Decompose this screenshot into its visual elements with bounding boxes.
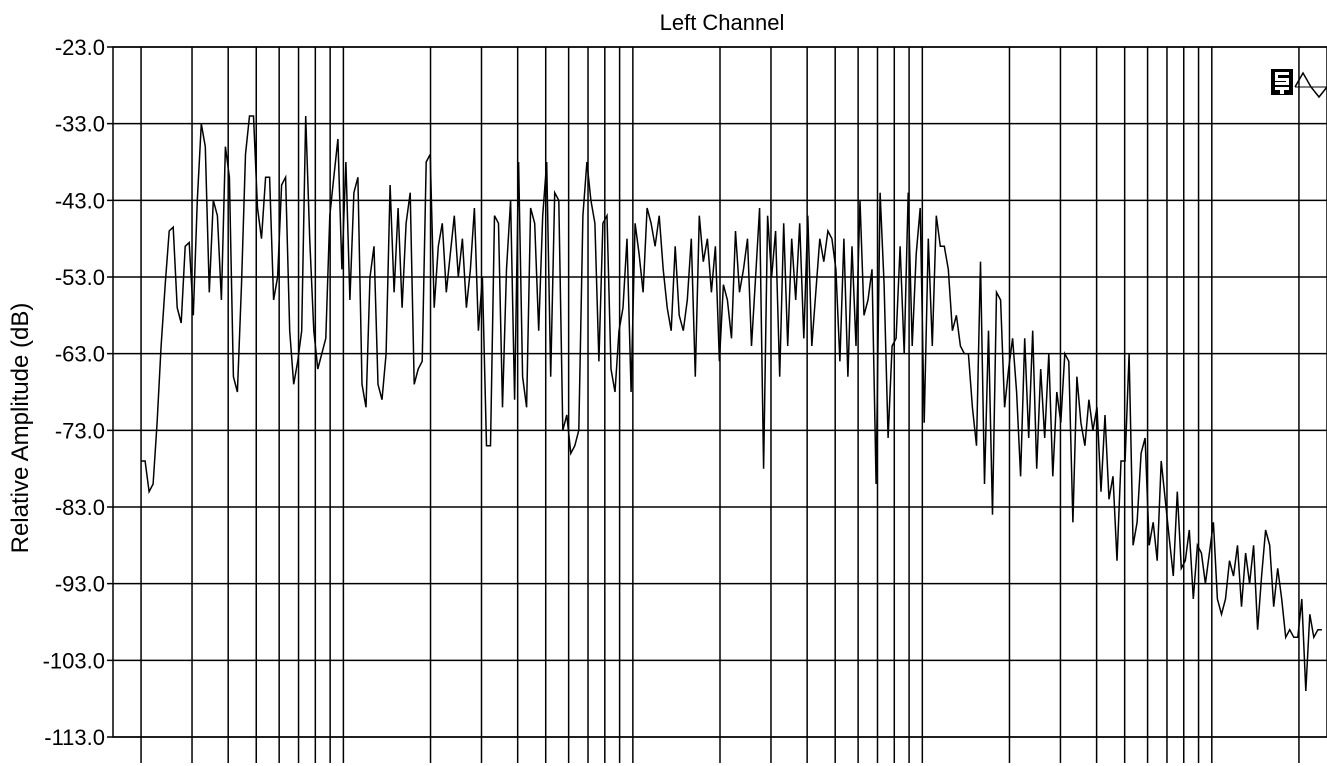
chart-title: Left Channel [660, 10, 785, 35]
plot-frame [112, 46, 1327, 738]
y-tick-label: -103.0 [43, 648, 105, 673]
y-tick-label: -113.0 [44, 725, 105, 750]
vertical-gridlines [140, 47, 1300, 763]
series-line [141, 115, 1322, 692]
st-sine-icon [1271, 69, 1327, 99]
y-axis-ticks: -23.0 -33.0 -43.0 -53.0 -63.0 -73.0 -83.0 -93.0… [43, 35, 105, 750]
y-axis-label: Relative Amplitude (dB) [7, 303, 34, 554]
y-tick-label: -63.0 [55, 342, 105, 367]
y-tick-label: -23.0 [55, 35, 105, 60]
y-tick-label: -73.0 [55, 418, 105, 443]
y-tick-label: -43.0 [55, 188, 105, 213]
y-tick-label: -53.0 [55, 265, 105, 290]
horizontal-gridlines [107, 46, 1327, 738]
y-tick-label: -83.0 [55, 495, 105, 520]
y-tick-label: -93.0 [55, 572, 105, 597]
y-tick-label: -33.0 [55, 112, 105, 137]
